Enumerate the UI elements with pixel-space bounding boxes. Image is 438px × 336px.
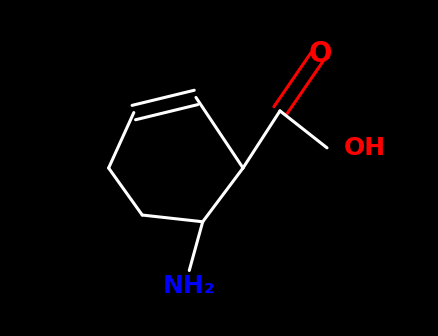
Text: OH: OH	[343, 136, 385, 160]
Text: O: O	[308, 40, 331, 68]
Text: NH₂: NH₂	[162, 274, 215, 298]
